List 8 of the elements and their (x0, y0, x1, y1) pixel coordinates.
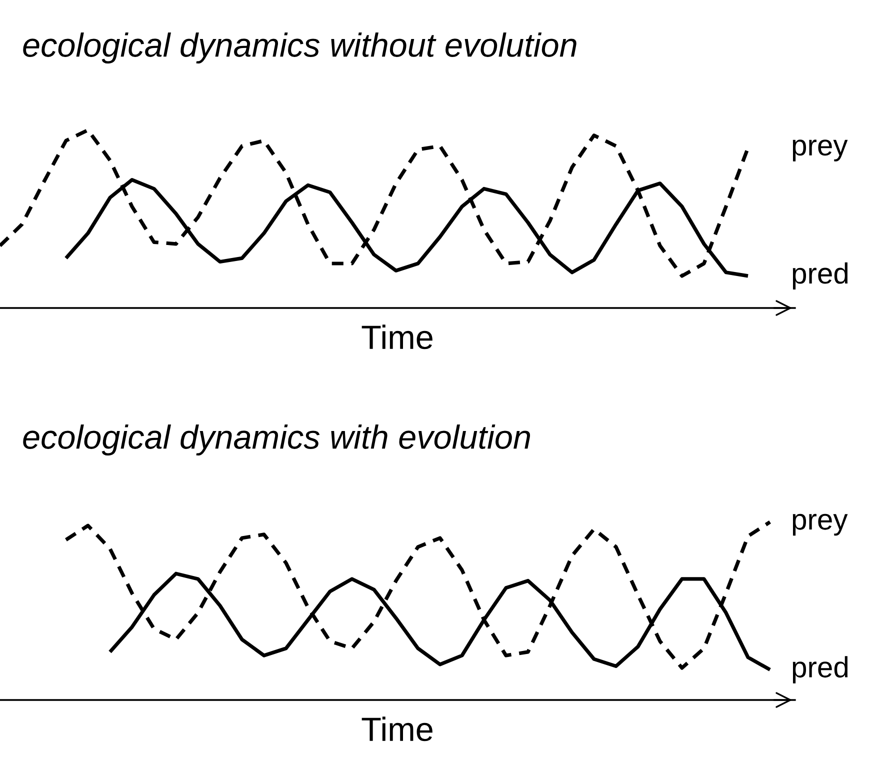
x-axis-title: Time (362, 324, 432, 350)
series-label: pred (792, 656, 848, 684)
x-axis-title: Time (362, 716, 432, 742)
chart-title: ecological dynamics without evolution (23, 32, 576, 64)
series-label: pred (792, 262, 848, 290)
series-label: prey (792, 140, 848, 162)
series-label: prey (792, 514, 848, 536)
chart-title: ecological dynamics with evolution (23, 424, 530, 456)
